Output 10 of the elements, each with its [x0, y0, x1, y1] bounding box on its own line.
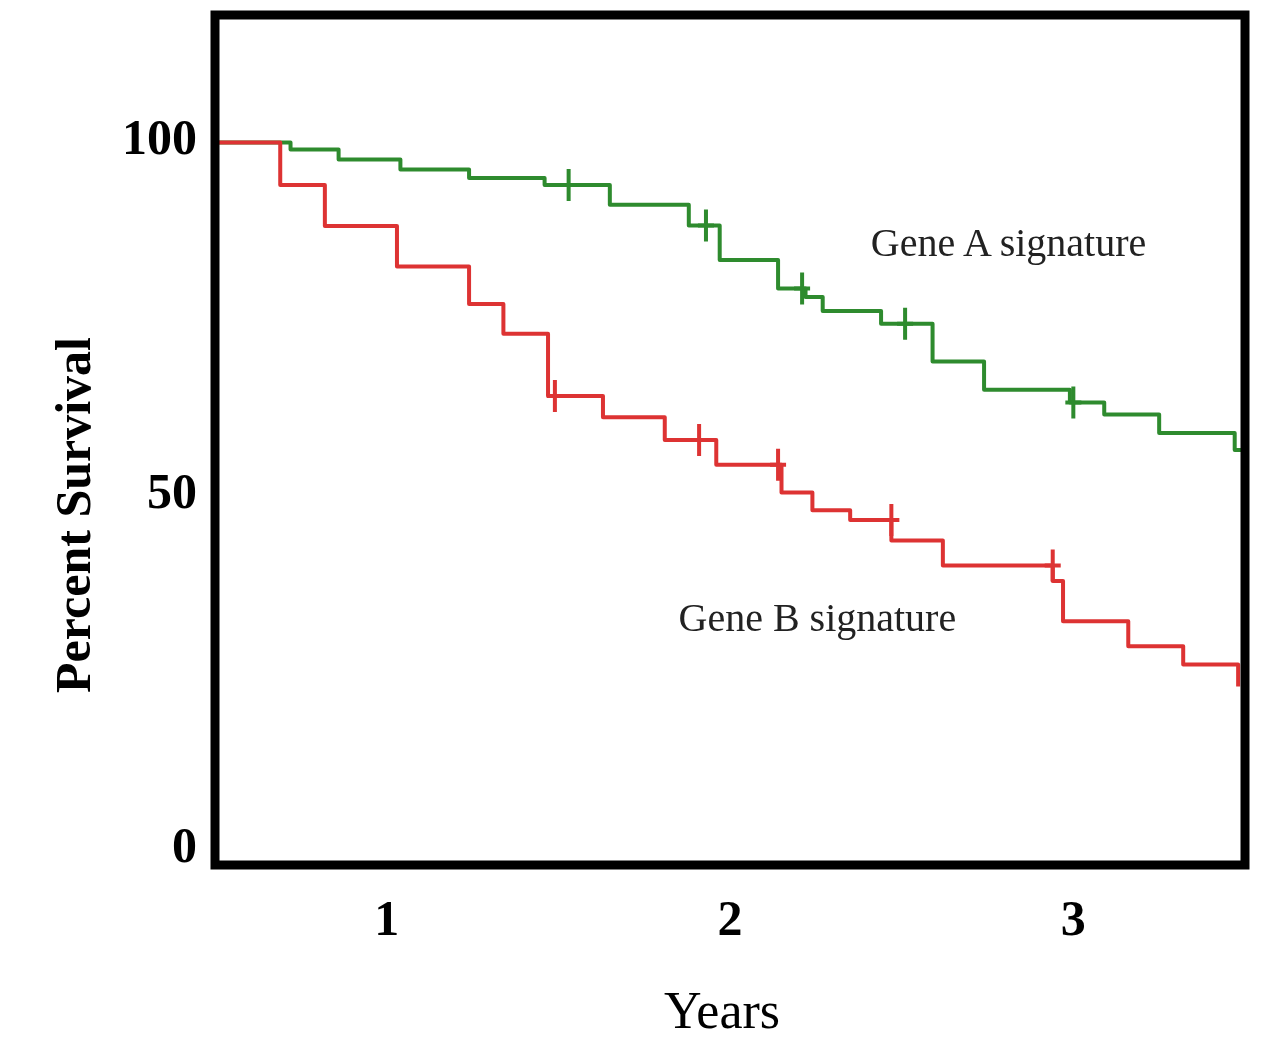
- series-label: Gene A signature: [870, 219, 1147, 265]
- x-tick-label: 1: [374, 890, 400, 946]
- x-tick-label: 3: [1060, 890, 1086, 946]
- y-axis-title: Percent Survival: [45, 336, 101, 693]
- y-tick-label: 50: [147, 463, 197, 520]
- y-tick-label: 100: [122, 108, 197, 165]
- x-axis-title: Years: [663, 982, 781, 1039]
- y-tick-label: 0: [172, 817, 197, 874]
- series-label: Gene B signature: [678, 595, 957, 641]
- x-tick-label: 2: [717, 890, 743, 946]
